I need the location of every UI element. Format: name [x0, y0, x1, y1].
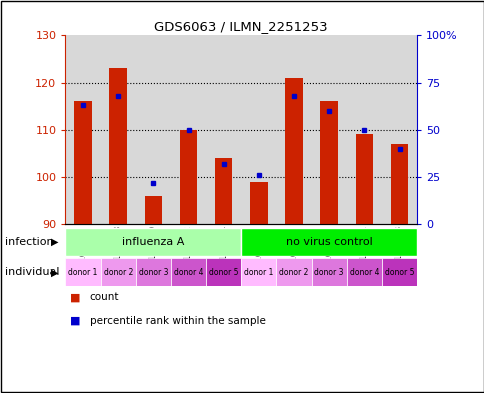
Bar [381, 258, 416, 286]
Bar [311, 35, 346, 224]
Bar [250, 182, 267, 224]
Text: donor 4: donor 4 [349, 268, 378, 277]
Text: donor 5: donor 5 [209, 268, 238, 277]
Text: count: count [90, 292, 119, 302]
Bar [346, 258, 381, 286]
Bar [276, 35, 311, 224]
Text: donor 2: donor 2 [103, 268, 133, 277]
Bar [100, 35, 136, 224]
Bar [170, 35, 206, 224]
Bar [65, 35, 101, 224]
Bar [171, 258, 206, 286]
Bar [381, 35, 416, 224]
Bar [285, 78, 302, 224]
Bar [346, 35, 381, 224]
Text: donor 5: donor 5 [384, 268, 413, 277]
Text: infection: infection [5, 237, 53, 247]
Bar [276, 258, 311, 286]
Text: donor 1: donor 1 [68, 268, 98, 277]
Bar [101, 258, 136, 286]
Text: donor 1: donor 1 [243, 268, 273, 277]
Bar [390, 144, 408, 224]
Text: donor 3: donor 3 [314, 268, 343, 277]
Text: individual: individual [5, 267, 59, 277]
Bar [180, 130, 197, 224]
Bar [214, 158, 232, 224]
Text: influenza A: influenza A [122, 237, 184, 247]
Bar [136, 258, 171, 286]
Bar [355, 134, 372, 224]
Bar [206, 35, 241, 224]
Bar [65, 258, 101, 286]
Text: ▶: ▶ [51, 237, 58, 247]
Bar [241, 228, 416, 256]
Bar [136, 35, 170, 224]
Title: GDS6063 / ILMN_2251253: GDS6063 / ILMN_2251253 [154, 20, 327, 33]
Text: ▶: ▶ [51, 267, 58, 277]
Text: donor 4: donor 4 [173, 268, 203, 277]
Text: ■: ■ [70, 316, 81, 326]
Bar [241, 258, 276, 286]
Bar [144, 196, 162, 224]
Bar [206, 258, 241, 286]
Bar [241, 35, 276, 224]
Text: donor 2: donor 2 [279, 268, 308, 277]
Bar [320, 101, 337, 224]
Text: ■: ■ [70, 292, 81, 302]
Bar [311, 258, 346, 286]
Text: donor 3: donor 3 [138, 268, 168, 277]
Bar [65, 228, 241, 256]
Bar [74, 101, 91, 224]
Text: percentile rank within the sample: percentile rank within the sample [90, 316, 265, 326]
Bar [109, 68, 127, 224]
Text: no virus control: no virus control [285, 237, 372, 247]
